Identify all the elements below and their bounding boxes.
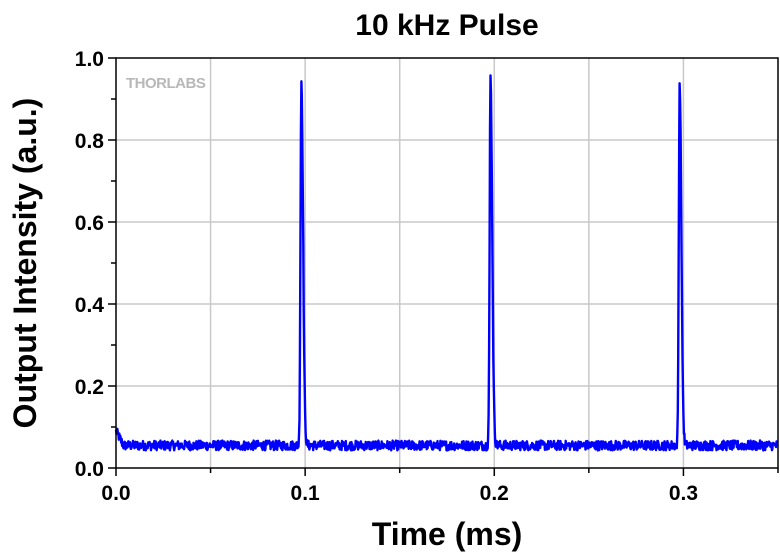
pulse-signal-line — [114, 74, 779, 452]
x-tick-label: 0.0 — [101, 482, 130, 505]
y-tick-label: 0.6 — [75, 212, 104, 235]
x-axis-label: Time (ms) — [372, 516, 523, 552]
x-tick-label: 0.3 — [669, 482, 698, 505]
y-axis-label: Output Intensity (a.u.) — [7, 98, 43, 429]
thorlabs-logo: THORLABS — [126, 75, 206, 92]
y-tick-label: 0.2 — [75, 376, 104, 399]
axis-ticks — [108, 57, 779, 476]
x-tick-labels: 0.0 0.1 0.2 0.3 — [101, 482, 698, 505]
y-tick-label: 0.4 — [75, 294, 105, 317]
grid-lines — [116, 58, 778, 468]
y-tick-label: 0.8 — [75, 130, 105, 153]
y-tick-label: 0.0 — [75, 458, 104, 481]
chart-title: 10 kHz Pulse — [355, 9, 538, 42]
y-tick-label: 1.0 — [75, 48, 104, 71]
series-group — [114, 74, 779, 452]
x-tick-label: 0.1 — [291, 482, 321, 505]
y-tick-labels: 0.0 0.2 0.4 0.6 0.8 1.0 — [75, 48, 105, 481]
x-tick-label: 0.2 — [480, 482, 509, 505]
